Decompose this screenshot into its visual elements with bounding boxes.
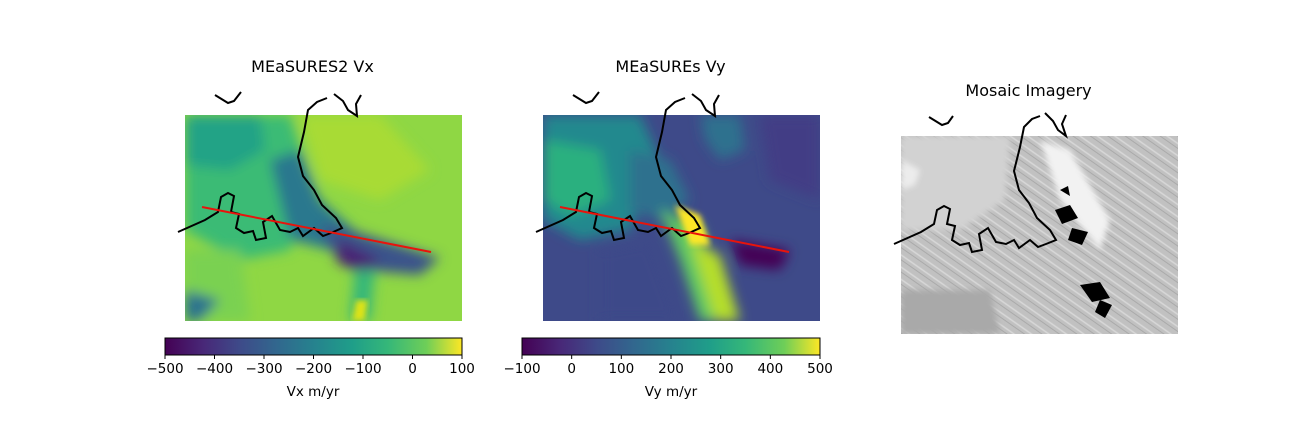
vy-colorbar-tick-label: 100 <box>608 361 635 377</box>
vy-colorbar-label: Vy m/yr <box>644 384 698 400</box>
vx-coastline <box>177 91 362 242</box>
vy-colorbar-tick-label: 500 <box>807 361 833 377</box>
vx-colorbar-ticks <box>164 355 463 359</box>
vx-colorbar-tick-label: −100 <box>344 361 382 377</box>
mosaic-image <box>901 136 1178 334</box>
vy-colorbar-tick-label: 400 <box>757 361 784 377</box>
vy-colorbar-tick-label: 0 <box>567 361 576 377</box>
vy-panel-title: MEaSUREs Vy <box>615 57 726 76</box>
vx-heatmap <box>185 115 462 321</box>
mosaic-shadows <box>1055 186 1112 318</box>
vy-colorbar-tick-label: 300 <box>707 361 734 377</box>
vy-coastline <box>535 91 720 242</box>
vx-colorbar-tick-label: 0 <box>408 361 417 377</box>
vx-colorbar <box>164 337 463 356</box>
vy-heatmap <box>543 115 820 321</box>
vy-colorbar-ticks <box>521 355 821 359</box>
vy-colorbar-tick-label: −100 <box>503 361 541 377</box>
vx-colorbar-tick-label: 100 <box>449 361 475 377</box>
vx-colorbar-label: Vx m/yr <box>286 384 340 400</box>
vx-panel-title: MEaSURES2 Vx <box>251 57 374 76</box>
vy-profile-line <box>559 206 790 253</box>
mosaic-panel-title: Mosaic Imagery <box>965 81 1092 100</box>
vx-colorbar-tick-label: −300 <box>245 361 283 377</box>
vx-colorbar-tick-label: −500 <box>146 361 184 377</box>
vx-profile-line <box>201 206 432 253</box>
vx-colorbar-tick-label: −200 <box>294 361 333 377</box>
vx-colorbar-tick-label: −400 <box>195 361 234 377</box>
vy-colorbar <box>521 337 821 356</box>
vy-colorbar-tick-label: 200 <box>658 361 684 377</box>
mosaic-coastline <box>893 112 1068 254</box>
